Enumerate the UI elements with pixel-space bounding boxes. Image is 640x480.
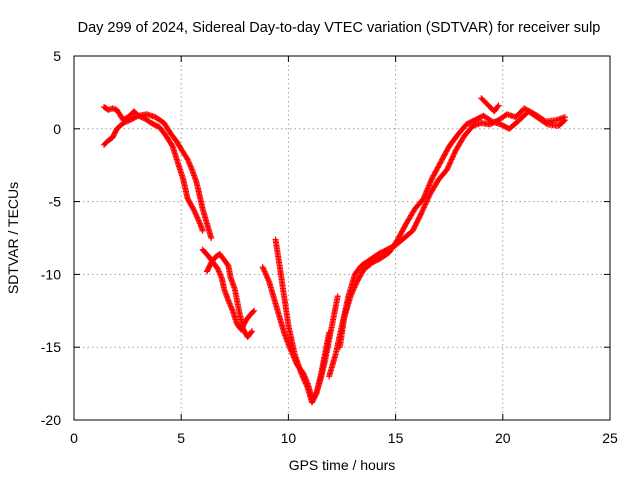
series-track-lower-left — [101, 111, 215, 241]
data-point — [411, 223, 418, 230]
data-point — [409, 227, 416, 234]
data-point — [208, 235, 215, 241]
y-axis-label: SDTVAR / TECUs — [5, 182, 21, 294]
y-tick-label: -10 — [41, 266, 61, 282]
y-tick-label: 0 — [53, 121, 61, 137]
y-tick-labels: 5 0 -5 -10 -15 -20 — [41, 48, 61, 428]
series-layer — [101, 95, 568, 406]
data-point — [199, 227, 206, 234]
data-point — [413, 219, 420, 226]
y-tick-label: -5 — [49, 194, 62, 210]
series-track-descent-b — [203, 251, 255, 341]
data-point — [250, 308, 257, 315]
x-tick-label: 20 — [495, 430, 511, 446]
x-tick-label: 0 — [70, 430, 78, 446]
x-axis-label: GPS time / hours — [289, 457, 396, 473]
data-point — [312, 392, 319, 399]
x-tick-labels: 0 5 10 15 20 25 — [70, 430, 618, 446]
plot-frame — [73, 55, 611, 421]
data-point — [190, 206, 197, 213]
data-point — [168, 141, 175, 148]
data-point — [561, 117, 568, 124]
series-track-rise-b — [336, 108, 568, 351]
data-point — [487, 117, 494, 124]
data-point — [415, 216, 422, 223]
y-tick-label: 5 — [53, 48, 61, 64]
x-tick-label: 15 — [388, 430, 404, 446]
series-track-trough-b — [272, 236, 341, 406]
series-track-spike — [478, 95, 502, 115]
data-point — [413, 221, 420, 227]
data-point — [248, 329, 255, 336]
x-tick-label: 25 — [602, 430, 618, 446]
data-point — [417, 212, 424, 219]
data-point — [410, 226, 417, 233]
chart-title: Day 299 of 2024, Sidereal Day-to-day VTE… — [78, 20, 601, 36]
data-point — [495, 102, 502, 109]
series-track-upper-left — [101, 103, 206, 234]
x-tick-label: 5 — [177, 430, 185, 446]
data-point — [414, 218, 421, 225]
data-point — [134, 113, 141, 120]
data-point — [248, 328, 255, 335]
grid-layer — [74, 56, 610, 420]
data-point — [494, 103, 501, 110]
data-point — [251, 307, 258, 314]
data-point — [416, 214, 423, 221]
x-tick-label: 10 — [281, 430, 297, 446]
data-point — [411, 225, 418, 232]
data-point — [417, 211, 424, 218]
data-point — [224, 261, 231, 268]
y-tick-label: -20 — [41, 412, 61, 428]
data-point — [560, 118, 567, 125]
data-point — [415, 215, 422, 222]
data-point — [543, 120, 550, 127]
y-tick-label: -15 — [41, 339, 61, 355]
data-point — [412, 222, 419, 229]
data-point — [334, 293, 341, 300]
